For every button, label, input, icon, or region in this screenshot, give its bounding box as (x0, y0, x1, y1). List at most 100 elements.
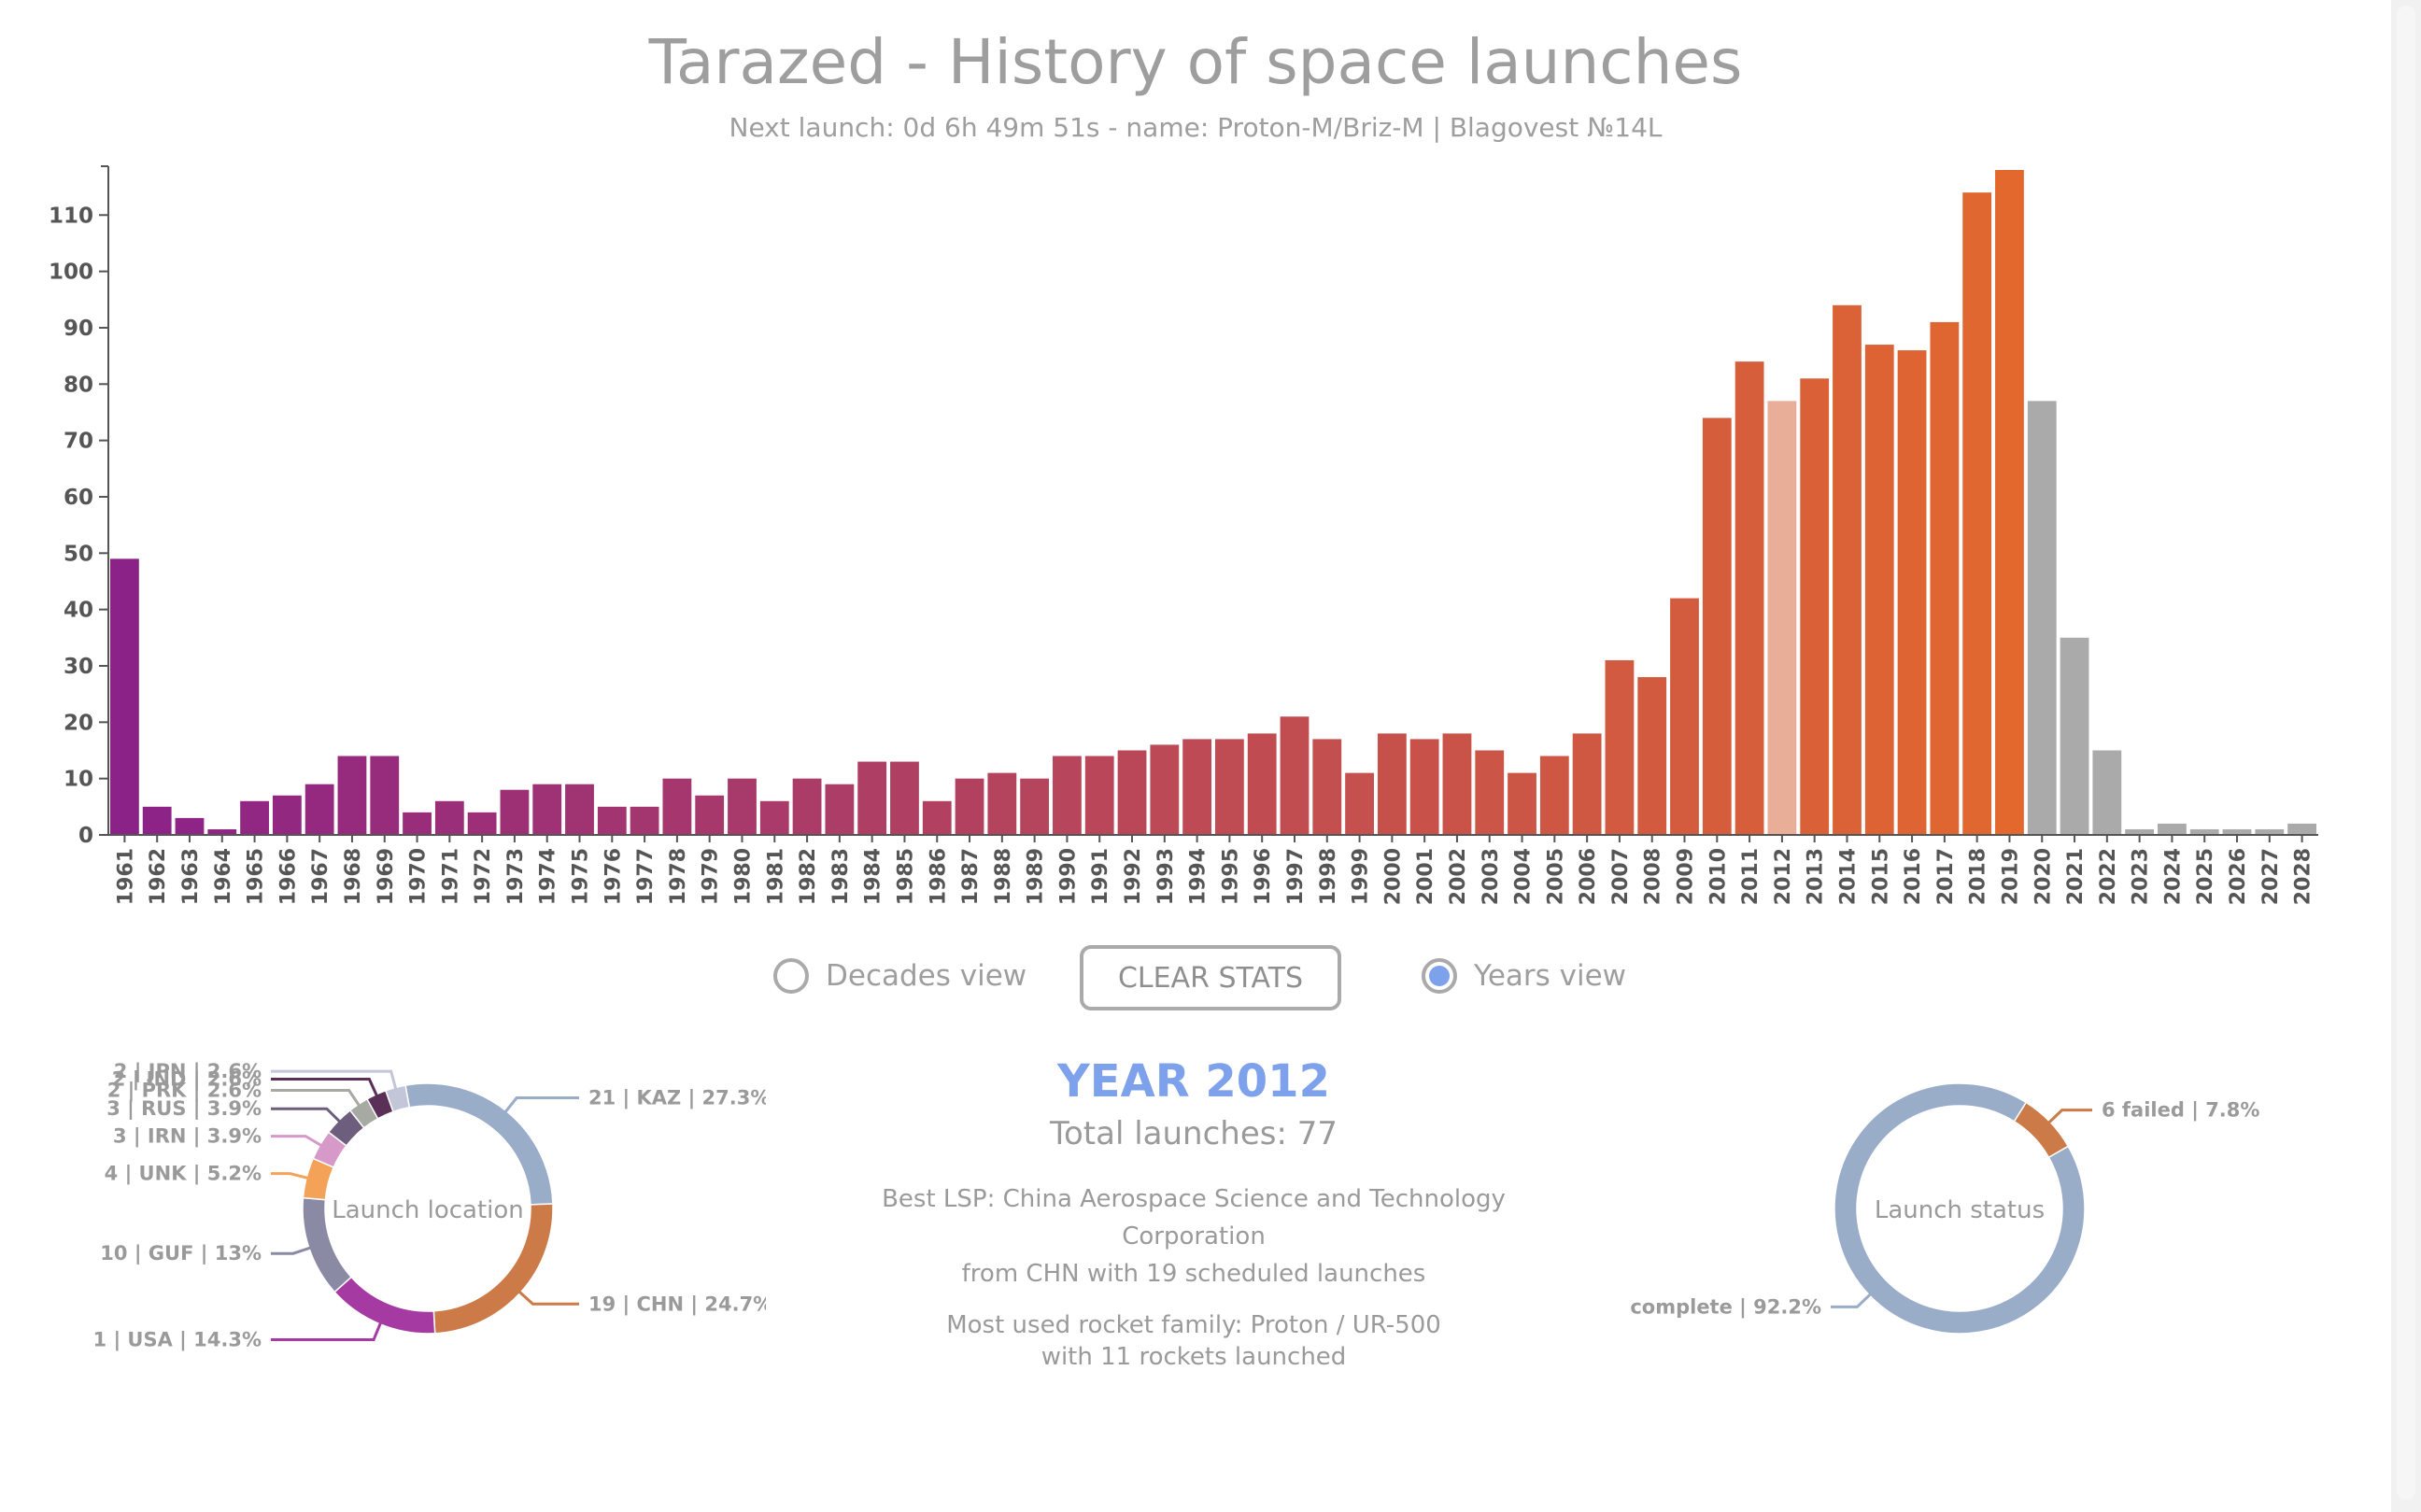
bar-1967[interactable] (304, 784, 334, 835)
bar-1966[interactable] (272, 795, 302, 835)
bar-1992[interactable] (1117, 750, 1147, 835)
bar-1995[interactable] (1215, 739, 1244, 835)
slice-KAZ[interactable] (404, 1082, 554, 1206)
bar-1982[interactable] (792, 778, 822, 835)
slice-complete[interactable] (1833, 1082, 2086, 1335)
bar-2024[interactable] (2158, 823, 2187, 835)
slice-USA[interactable] (333, 1276, 436, 1335)
bar-1970[interactable] (403, 812, 432, 835)
bar-1999[interactable] (1345, 772, 1374, 835)
bar-1997[interactable] (1280, 716, 1310, 835)
years-view-radio[interactable]: Years view (1422, 958, 1626, 994)
bar-1962[interactable] (142, 806, 172, 835)
x-tick-label: 1969 (375, 848, 398, 905)
bar-2001[interactable] (1409, 739, 1439, 835)
x-tick-label: 1973 (504, 848, 528, 905)
bar-1981[interactable] (759, 800, 789, 835)
bar-2000[interactable] (1377, 733, 1407, 835)
x-tick-label: 2013 (1805, 848, 1828, 905)
bar-2009[interactable] (1670, 598, 1699, 835)
bar-2010[interactable] (1702, 417, 1732, 835)
next-launch-subtitle: Next launch: 0d 6h 49m 51s - name: Proto… (729, 112, 1663, 143)
bar-1974[interactable] (532, 784, 562, 835)
x-tick-label: 1985 (894, 848, 917, 905)
bar-2005[interactable] (1539, 756, 1569, 835)
bar-1968[interactable] (337, 756, 367, 835)
x-tick-label: 1967 (309, 848, 333, 905)
page-scrollbar[interactable] (2391, 0, 2421, 1512)
bar-2018[interactable] (1962, 192, 1992, 835)
bar-1973[interactable] (500, 789, 530, 835)
slice-JPN[interactable] (384, 1084, 411, 1113)
bar-2013[interactable] (1800, 378, 1830, 835)
slice-label-IND: 2 | IND | 2.6% (112, 1068, 262, 1092)
bar-2028[interactable] (2287, 823, 2316, 835)
launches-bar-chart[interactable]: 0 10 20 30 40 50 60 70 80 90 100 110 1961 1962 1963 196… (0, 159, 2354, 915)
bar-1991[interactable] (1084, 756, 1114, 835)
bar-1965[interactable] (240, 800, 269, 835)
bar-1988[interactable] (987, 772, 1017, 835)
bar-1985[interactable] (890, 761, 919, 835)
bar-2014[interactable] (1833, 304, 1862, 835)
bar-2006[interactable] (1572, 733, 1602, 835)
bar-2015[interactable] (1864, 345, 1894, 835)
bar-2016[interactable] (1897, 350, 1927, 836)
bar-1984[interactable] (857, 761, 887, 835)
scrollbar-thumb[interactable] (2397, 6, 2415, 1500)
bar-2007[interactable] (1605, 659, 1635, 835)
decades-view-label[interactable]: Decades view (826, 959, 1027, 993)
bar-2020[interactable] (2027, 401, 2057, 835)
bar-1998[interactable] (1312, 739, 1342, 835)
bar-2022[interactable] (2092, 750, 2122, 835)
x-tick-label: 1987 (959, 848, 983, 905)
bar-1986[interactable] (922, 800, 952, 835)
rocket-family: Most used rocket family: Proton / UR-500… (820, 1309, 1567, 1373)
bar-1972[interactable] (467, 812, 497, 835)
bar-1987[interactable] (955, 778, 984, 835)
rocket-family-line: Most used rocket family: Proton / UR-500 (946, 1311, 1441, 1339)
bar-2027[interactable] (2255, 828, 2285, 835)
years-radio-circle[interactable] (1422, 958, 1457, 994)
slice-failed[interactable] (2013, 1101, 2070, 1159)
decades-radio-circle[interactable] (773, 958, 809, 994)
slice-label-failed: 6 failed | 7.8% (2102, 1099, 2259, 1123)
radio-dot (1429, 966, 1450, 986)
bar-1976[interactable] (597, 806, 627, 835)
bar-2017[interactable] (1930, 321, 1960, 835)
bar-2021[interactable] (2060, 637, 2089, 835)
bar-2002[interactable] (1442, 733, 1472, 835)
bar-1993[interactable] (1150, 744, 1180, 835)
bar-1977[interactable] (630, 806, 659, 835)
bar-1963[interactable] (175, 817, 205, 835)
bar-1994[interactable] (1182, 739, 1211, 835)
x-tick-label: 2006 (1577, 848, 1600, 905)
decades-view-radio[interactable]: Decades view (773, 958, 1026, 994)
bar-2023[interactable] (2125, 828, 2155, 835)
bar-2012[interactable] (1767, 401, 1797, 835)
bar-2008[interactable] (1637, 677, 1667, 835)
bar-1961[interactable] (110, 558, 139, 835)
bar-1989[interactable] (1020, 778, 1050, 835)
bar-2004[interactable] (1508, 772, 1536, 835)
bar-1975[interactable] (565, 784, 594, 835)
bar-1971[interactable] (434, 800, 464, 835)
x-tick-label: 1975 (570, 848, 593, 905)
years-view-label[interactable]: Years view (1474, 959, 1627, 993)
bar-2026[interactable] (2222, 828, 2252, 835)
bar-1980[interactable] (728, 778, 757, 835)
best-lsp-detail: from CHN with 19 scheduled launches (961, 1260, 1426, 1288)
clear-stats-button[interactable]: CLEAR STATS (1080, 945, 1341, 1010)
bar-2003[interactable] (1475, 750, 1505, 835)
slice-label-JPN: 2 | JPN | 2.6% (114, 1060, 262, 1083)
bar-1978[interactable] (662, 778, 692, 835)
bar-1983[interactable] (825, 784, 855, 835)
bar-1979[interactable] (695, 795, 725, 835)
bar-2011[interactable] (1734, 361, 1764, 835)
bar-1969[interactable] (370, 756, 400, 835)
bar-2019[interactable] (1995, 170, 2024, 835)
x-tick-label: 2009 (1675, 848, 1698, 905)
bar-1996[interactable] (1247, 733, 1277, 835)
bar-1990[interactable] (1053, 756, 1082, 835)
bar-1964[interactable] (207, 828, 237, 835)
bar-2025[interactable] (2189, 828, 2219, 835)
